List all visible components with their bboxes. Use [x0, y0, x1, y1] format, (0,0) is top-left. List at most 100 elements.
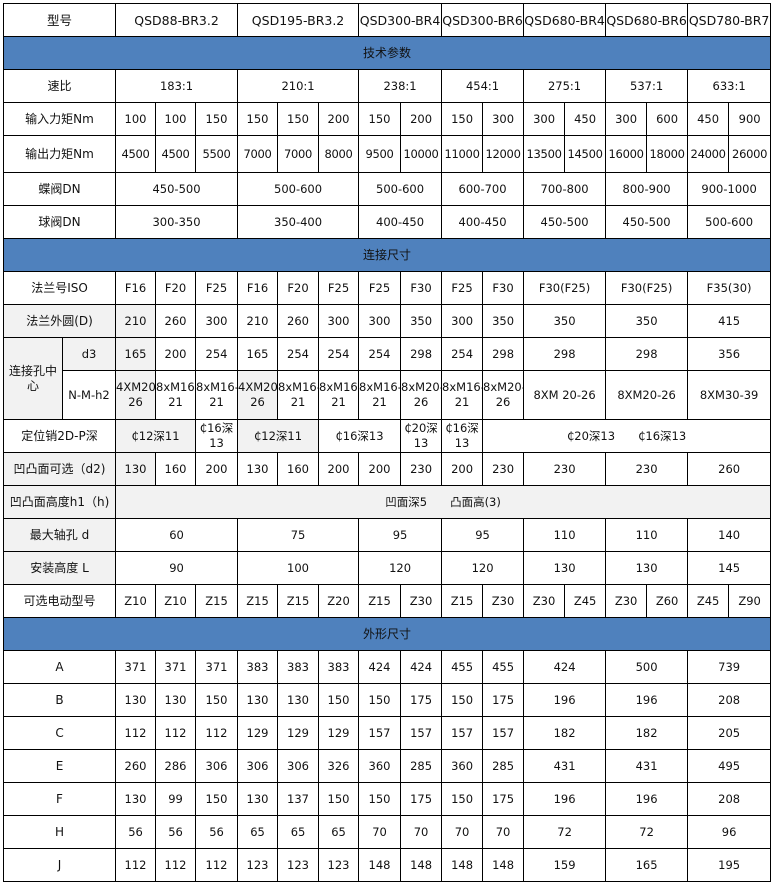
row-label: C: [2, 716, 117, 750]
table-cell: 150: [318, 782, 360, 816]
table-cell: 500-600: [237, 172, 360, 206]
table-cell: 129: [277, 716, 320, 750]
row-label: 定位销2D-P深: [2, 419, 117, 453]
model-name: QSD195-BR3.2: [237, 3, 360, 37]
table-cell: 633:1: [687, 69, 772, 103]
table-cell: 148: [400, 848, 443, 882]
table-cell: 455: [441, 650, 484, 684]
table-cell: 200: [318, 452, 360, 486]
table-cell: 175: [400, 782, 443, 816]
table-cell: 150: [358, 782, 402, 816]
table-cell: 454:1: [441, 69, 525, 103]
table-cell: 150: [277, 102, 320, 136]
table-cell: 4500: [115, 135, 157, 173]
table-cell: 129: [318, 716, 360, 750]
section-tech-params-title: 技术参数: [2, 36, 772, 70]
table-cell: 123: [277, 848, 320, 882]
table-cell: 254: [441, 337, 484, 371]
table-cell: 230: [482, 452, 525, 486]
table-cell: 356: [687, 337, 772, 371]
table-cell: 24000: [687, 135, 730, 173]
table-cell: 8xM20-26: [400, 370, 443, 420]
table-row: 定位销2D-P深 ₵12深11 ₵16深13 ₵12深11 ₵16深13 ₵20深13 ₵1…: [2, 419, 772, 453]
table-cell: 95: [358, 518, 443, 552]
table-cell: 254: [358, 337, 402, 371]
table-cell: 200: [195, 452, 239, 486]
table-cell: 424: [400, 650, 443, 684]
table-cell: 8xM16-21: [318, 370, 360, 420]
table-cell: Z30: [400, 584, 443, 618]
table-cell: 196: [605, 683, 689, 717]
table-cell: 160: [277, 452, 320, 486]
table-cell: Z30: [605, 584, 648, 618]
section-tech-params: 技术参数: [2, 36, 772, 70]
table-cell: 75: [237, 518, 360, 552]
sub-label: N-M-h2: [61, 370, 117, 420]
table-cell: 298: [605, 337, 689, 371]
section-outline: 外形尺寸: [2, 617, 772, 651]
table-row: 凹凸面可选（d2) 130 160 200 130 160 200 200 230 200 230 2…: [2, 452, 772, 486]
table-cell: 450: [564, 102, 607, 136]
table-cell: 4XM20-26: [237, 370, 279, 420]
table-cell: 150: [318, 683, 360, 717]
header-row: 型号 QSD88-BR3.2 QSD195-BR3.2 QSD300-BR4 QSD30…: [2, 3, 772, 37]
table-cell: 196: [605, 782, 689, 816]
table-cell: 157: [400, 716, 443, 750]
sub-label: d3: [61, 337, 117, 371]
table-cell: 56: [115, 815, 157, 849]
table-cell: 210:1: [237, 69, 360, 103]
table-cell: 5500: [195, 135, 239, 173]
table-cell: 383: [318, 650, 360, 684]
row-label: B: [2, 683, 117, 717]
table-cell: 60: [115, 518, 239, 552]
table-cell: 400-450: [441, 205, 525, 239]
table-cell: 4XM20-26: [115, 370, 157, 420]
table-cell: 450-500: [605, 205, 689, 239]
table-cell: F25: [441, 271, 484, 305]
table-cell: 739: [687, 650, 772, 684]
table-cell: 175: [482, 782, 525, 816]
table-cell: 275:1: [523, 69, 607, 103]
table-cell: 195: [687, 848, 772, 882]
table-cell: Z10: [115, 584, 157, 618]
table-cell: 150: [237, 102, 279, 136]
table-cell: 150: [358, 102, 402, 136]
table-cell: Z15: [195, 584, 239, 618]
table-cell: 120: [358, 551, 443, 585]
table-cell: 500-600: [358, 172, 443, 206]
table-cell: 182: [605, 716, 689, 750]
table-cell: 900: [728, 102, 772, 136]
table-cell: 260: [687, 452, 772, 486]
row-label: H: [2, 815, 117, 849]
table-row: N-M-h24XM20-268xM16-218xM16-214XM20-268x…: [4, 370, 772, 420]
table-cell: 260: [155, 304, 197, 338]
table-cell: 260: [115, 749, 157, 783]
table-cell: 96: [687, 815, 772, 849]
table-cell: 145: [687, 551, 772, 585]
table-cell: 383: [237, 650, 279, 684]
model-name: QSD680-BR6: [605, 3, 689, 37]
row-label: 凹凸面高度h1（h): [2, 485, 117, 519]
table-cell: 254: [318, 337, 360, 371]
table-cell: 8xM16-21: [358, 370, 402, 420]
table-row: B 130 130 150 130 130 150 150 175 150 175 196 196 208: [2, 683, 772, 717]
table-cell: 100: [237, 551, 360, 585]
table-cell: 800-900: [605, 172, 689, 206]
table-cell: Z60: [646, 584, 689, 618]
model-name: QSD780-BR7: [687, 3, 772, 37]
table-cell: 254: [195, 337, 239, 371]
table-cell: 130: [277, 683, 320, 717]
row-label: 输出力矩Nm: [2, 135, 117, 173]
table-cell: Z15: [277, 584, 320, 618]
table-cell: 285: [400, 749, 443, 783]
table-cell: Z30: [482, 584, 525, 618]
row-label: 可选电动型号: [2, 584, 117, 618]
table-cell: 99: [155, 782, 197, 816]
table-cell: 360: [441, 749, 484, 783]
row-label: F: [2, 782, 117, 816]
table-cell: 400-450: [358, 205, 443, 239]
table-cell: 148: [441, 848, 484, 882]
table-cell: 16000: [605, 135, 648, 173]
table-cell: 8XM 20-26: [523, 370, 607, 420]
table-cell: 300: [605, 102, 648, 136]
